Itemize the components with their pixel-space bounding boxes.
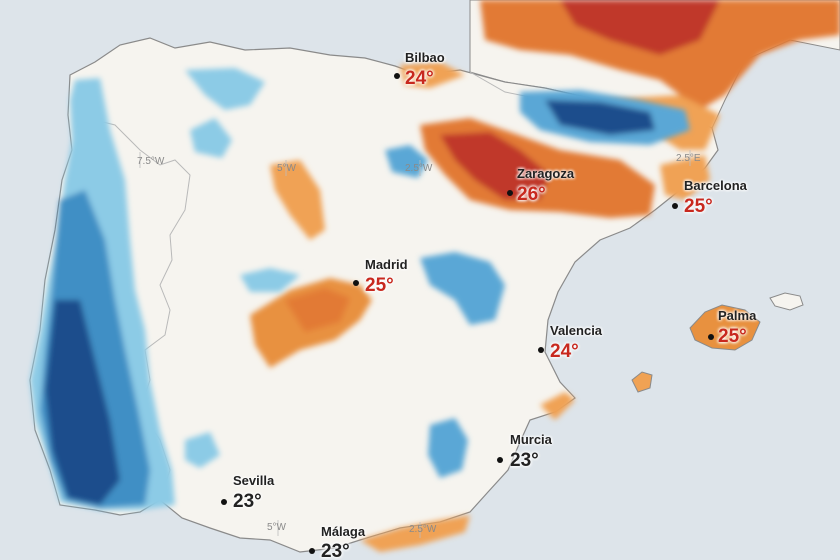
city-temperature: 25°: [365, 275, 394, 296]
warm-patch-south-coast: [360, 515, 470, 552]
city-marker: [309, 548, 315, 554]
cold-patch-cuenca: [420, 252, 505, 325]
city-marker: [497, 457, 503, 463]
warm-patch-bilbao: [400, 62, 465, 88]
warm-patch-madrid-core: [285, 288, 350, 332]
city-temperature: 26°: [517, 184, 546, 205]
warm-anomaly-layer: [250, 0, 840, 552]
city-name: Murcia: [510, 432, 552, 447]
city-marker: [353, 280, 359, 286]
city-temperature: 23°: [510, 450, 539, 471]
warm-patch-duero: [270, 160, 325, 240]
cold-patch-cantabria: [185, 68, 265, 110]
warm-patch-north-france-core: [560, 0, 720, 55]
city-marker: [394, 73, 400, 79]
cold-patch-murcia-inland: [428, 418, 468, 478]
cold-patch-andalusia-west: [185, 432, 220, 468]
warm-patch-valencia-coast: [540, 392, 575, 420]
grid-label-2-5w: 2.5°W: [405, 163, 433, 174]
city-name: Málaga: [321, 524, 366, 539]
graticule: [139, 150, 691, 538]
city-name: Bilbao: [405, 50, 445, 65]
grid-label-7-5w: 7.5°W: [137, 156, 165, 167]
cold-patch-leon: [190, 118, 232, 158]
warm-patch-catalonia-coast: [660, 155, 710, 200]
city-marker: [507, 190, 513, 196]
city-temperature: 23°: [321, 541, 350, 560]
grid-label-5w-south: 5°W: [267, 522, 286, 533]
city-name: Madrid: [365, 257, 408, 272]
grid-label-2-5w-south: 2.5°W: [409, 524, 437, 535]
city-temperature: 23°: [233, 491, 262, 512]
grid-label-5w: 5°W: [277, 163, 296, 174]
menorca-island: [769, 292, 804, 311]
city-name: Zaragoza: [517, 166, 575, 181]
ibiza-island: [631, 371, 653, 393]
city-marker: [672, 203, 678, 209]
city-name: Barcelona: [684, 178, 747, 193]
city-temperature: 25°: [684, 196, 713, 217]
city-name: Valencia: [550, 323, 603, 338]
cold-patch-pyrenees-core: [545, 100, 655, 135]
cold-anomaly-layer: [30, 68, 690, 510]
warm-patch-ebro-core: [440, 132, 550, 200]
city-name: Palma: [718, 308, 757, 323]
mallorca-island: [689, 304, 761, 351]
city-temperature: 24°: [550, 341, 579, 362]
grid-label-2-5e: 2.5°E: [676, 153, 701, 164]
city-marker: [221, 499, 227, 505]
cold-patch-portugal-core: [45, 300, 120, 505]
city-name: Sevilla: [233, 473, 275, 488]
cold-patch-toledo: [240, 268, 300, 292]
city-marker: [538, 347, 544, 353]
cold-patch-burgos: [385, 145, 428, 178]
city-temperature: 24°: [405, 68, 434, 89]
city-temperature: 25°: [718, 326, 747, 347]
city-marker: [708, 334, 714, 340]
